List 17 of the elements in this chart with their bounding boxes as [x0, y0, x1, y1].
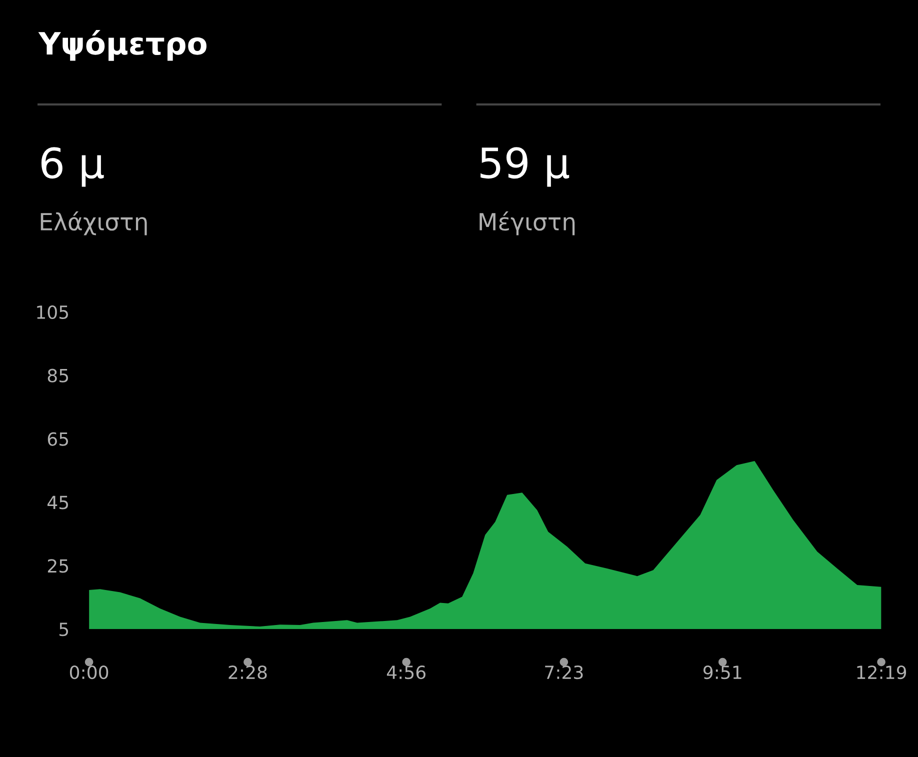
y-tick-label: 25: [48, 559, 68, 573]
x-tick-label: 4:56: [386, 665, 426, 680]
text: 6 μ: [41, 147, 104, 187]
y-tick-label: 45: [48, 496, 68, 510]
text: Μέγιστη: [480, 211, 575, 236]
y-tick-label: 5: [60, 622, 68, 636]
text: 59 μ: [480, 147, 570, 187]
y-tick-label: 65: [48, 432, 68, 446]
x-tick-label: 2:28: [228, 665, 267, 680]
chart-title: Υψόμετρο: [38, 30, 206, 61]
y-tick-label: 105: [37, 305, 68, 319]
x-tick-label: 12:19: [857, 665, 906, 680]
text: Ελάχιστη: [40, 211, 147, 236]
x-tick-label: 0:00: [70, 665, 108, 680]
x-tick-label: 9:51: [703, 665, 742, 680]
x-tick-label: 7:23: [545, 665, 583, 680]
y-tick-label: 85: [48, 368, 68, 382]
